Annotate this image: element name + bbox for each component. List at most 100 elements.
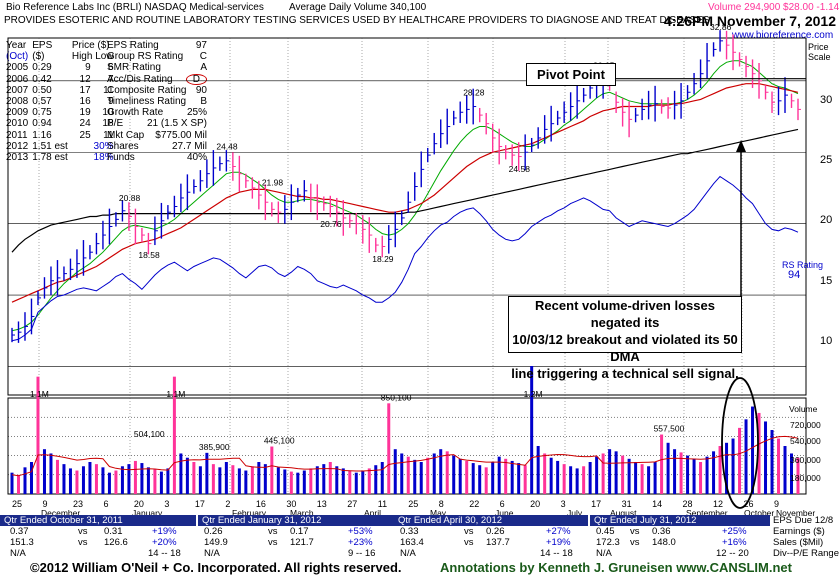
x-tick-label: 28: [683, 499, 693, 509]
fund-year: 2013: [6, 152, 29, 164]
rating-row: Group RS Rating C: [107, 51, 207, 62]
fund-low: 9: [107, 96, 114, 108]
price-label: 18.29: [372, 254, 394, 264]
volume-bar: [75, 470, 79, 494]
price-label: 18.58: [138, 250, 160, 260]
q-div: N/A: [10, 548, 26, 559]
volume-bar: [185, 457, 189, 494]
volume-bar: [692, 458, 696, 494]
x-tick-label: 8: [439, 499, 444, 509]
q-vs: vs: [78, 537, 88, 548]
rs-line: [11, 175, 799, 342]
volume-bar: [224, 462, 228, 494]
volume-bar: [133, 460, 137, 494]
fund-growth: 18%: [93, 152, 114, 164]
fund-year: 2010: [6, 118, 29, 130]
table-row: 2009 0.75 19 10: [4, 107, 116, 118]
fund-eps: 1.78 est: [32, 152, 68, 164]
volume-bar: [276, 467, 280, 494]
q-vs: vs: [268, 537, 278, 548]
volume-bar: [166, 468, 170, 494]
rating-row: Growth Rate 25%: [107, 107, 207, 118]
volume-bar: [549, 457, 553, 494]
table-row: 2006 0.42 12 7: [4, 74, 116, 85]
volume-label: 504,100: [134, 429, 165, 439]
chart-datetime: 4:26PM November 7, 2012: [664, 13, 836, 29]
volume-bar: [120, 466, 124, 494]
q-eps-change: +27%: [546, 526, 571, 537]
q-eps: 0.26: [204, 526, 223, 537]
rating-label: Timeliness Rating: [107, 95, 187, 107]
fund-eps: 0.57: [32, 96, 52, 108]
month-label: December: [41, 508, 80, 518]
rating-value: 40%: [186, 151, 207, 163]
q-vs: vs: [464, 526, 474, 537]
volume-bar: [458, 458, 462, 494]
volume-bar: [517, 463, 521, 494]
volume-bar: [491, 462, 495, 494]
q-eps: 0.45: [596, 526, 615, 537]
volume-bar: [757, 412, 761, 494]
fund-high: 12: [79, 73, 91, 85]
x-tick-label: 9: [774, 499, 779, 509]
q-eps: 0.33: [400, 526, 419, 537]
x-tick-label: 9: [42, 499, 47, 509]
q-eps-prior: 0.17: [290, 526, 309, 537]
volume-bar: [413, 459, 417, 494]
volume-bar: [348, 470, 352, 494]
q-pe-range: 9 -- 16: [348, 548, 376, 559]
volume-bar: [393, 449, 397, 494]
volume-bar: [744, 419, 748, 494]
price-label: 28.28: [463, 87, 485, 97]
volume-bar: [16, 474, 20, 494]
x-tick-label: 2: [225, 499, 230, 509]
fund-low: 6: [107, 62, 114, 74]
volume-bar: [23, 467, 27, 494]
volume-bar: [88, 462, 92, 494]
volume-label: 557,500: [654, 424, 685, 434]
fund-high: 25: [79, 129, 91, 141]
rating-label: Composite Rating: [107, 84, 187, 96]
volume-bar: [114, 470, 118, 494]
volume-bar: [159, 471, 163, 494]
quarter-block: Qtr Ended January 31, 2012 0.26 vs 0.17 +53…: [198, 515, 394, 559]
price-label: 32.86: [710, 22, 732, 32]
volume-bar: [335, 466, 339, 494]
annotation-note: Recent volume-driven losses negated its …: [508, 296, 742, 381]
q-vs: vs: [268, 526, 278, 537]
volume-label: 385,900: [199, 442, 230, 452]
volume-bar: [718, 446, 722, 494]
x-tick-label: 25: [408, 499, 418, 509]
rating-label: Funds: [107, 151, 135, 163]
col-eps-sub: ($): [32, 51, 45, 63]
x-tick-label: 17: [195, 499, 205, 509]
x-tick-label: 22: [469, 499, 479, 509]
volume-bar: [452, 455, 456, 494]
x-tick-label: 20: [530, 499, 540, 509]
x-tick-label: 30: [286, 499, 296, 509]
q-eps: 0.37: [10, 526, 29, 537]
q-sales: 149.9: [204, 537, 228, 548]
fund-year: 2008: [6, 96, 29, 108]
price-tick: 25: [820, 154, 833, 166]
volume-bar: [29, 462, 33, 494]
q-sales-prior: 121.7: [290, 537, 314, 548]
volume-bar: [777, 438, 781, 494]
rating-value: B: [200, 95, 207, 107]
q-sales-change: +23%: [348, 537, 373, 548]
fund-year: 2006: [6, 73, 29, 85]
q-sales: 163.4: [400, 537, 424, 548]
x-tick-label: 13: [317, 499, 327, 509]
rating-label: Growth Rate: [107, 107, 164, 119]
quarter-head: Qtr Ended October 31, 2011: [0, 515, 196, 526]
fund-high: 9: [85, 62, 91, 74]
q-div: N/A: [400, 548, 416, 559]
month-label: October: [744, 508, 774, 518]
volume-bar: [237, 468, 241, 494]
rating-label: Acc/Dis Rating: [107, 73, 173, 85]
fund-eps: 0.42: [32, 73, 52, 85]
volume-bar: [101, 467, 105, 494]
volume-bar: [627, 458, 631, 494]
col-price-sub: High Low: [71, 51, 114, 63]
note-line: Recent volume-driven losses negated its: [535, 298, 715, 330]
